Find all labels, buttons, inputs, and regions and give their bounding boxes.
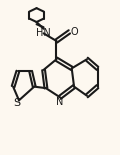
Text: HN: HN: [36, 28, 51, 38]
Text: O: O: [70, 27, 78, 37]
Text: S: S: [13, 98, 20, 108]
Text: N: N: [56, 97, 64, 107]
